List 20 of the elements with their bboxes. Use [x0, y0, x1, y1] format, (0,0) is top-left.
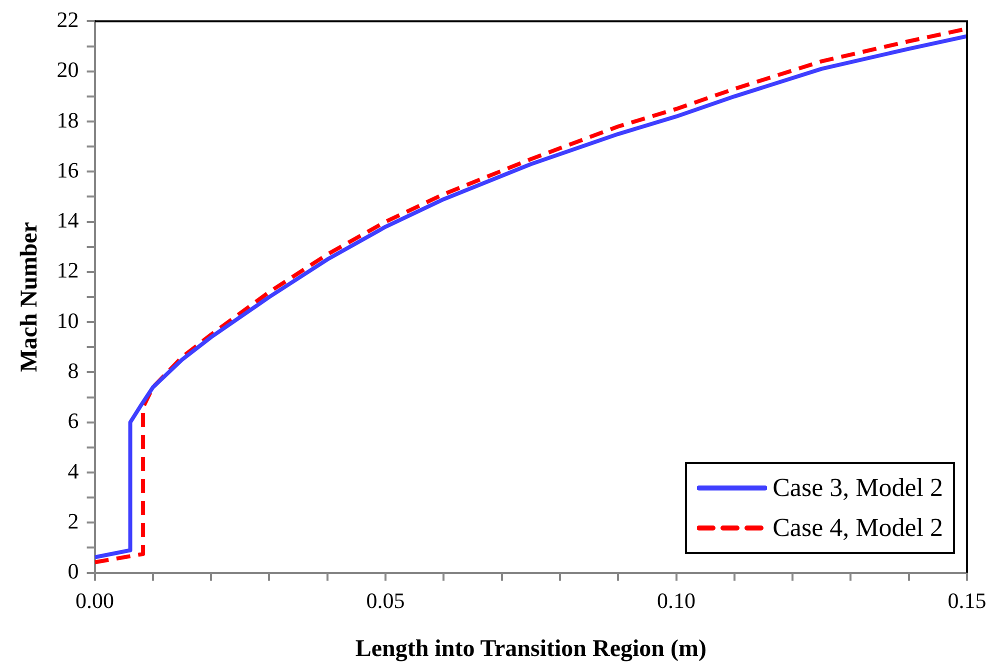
y-tick-label: 8: [68, 358, 79, 383]
y-tick-label: 12: [56, 258, 79, 283]
x-tick-label: 0.05: [366, 588, 405, 613]
x-tick-label: 0.10: [657, 588, 696, 613]
y-tick-label: 4: [68, 458, 79, 484]
y-tick-label: 6: [68, 408, 79, 434]
y-tick-label: 0: [68, 558, 79, 584]
y-tick-label: 22: [56, 6, 79, 32]
x-tick-label: 0.00: [76, 588, 114, 613]
legend-label: Case 4, Model 2: [772, 513, 943, 543]
x-tick-label: 0.15: [948, 588, 986, 613]
y-axis-title: Mach Number: [16, 222, 43, 372]
y-tick-label: 14: [56, 208, 79, 233]
y-tick-label: 20: [56, 57, 79, 82]
y-tick-label: 16: [56, 157, 79, 182]
y-tick-label: 2: [68, 508, 79, 534]
y-tick-label: 10: [56, 308, 79, 333]
x-axis-title: Length into Transition Region (m): [355, 636, 706, 662]
y-tick-label: 18: [56, 107, 79, 132]
legend-label: Case 3, Model 2: [772, 473, 943, 503]
